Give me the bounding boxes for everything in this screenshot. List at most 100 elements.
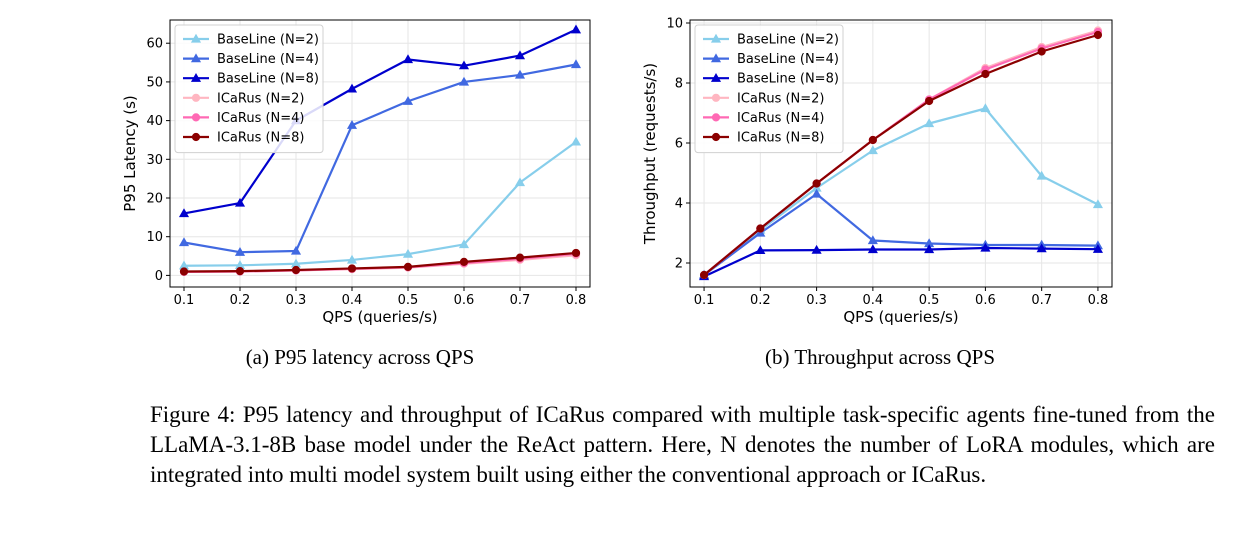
y-tick-label: 60	[146, 37, 163, 52]
throughput-series-5	[699, 30, 1103, 280]
data-point	[868, 135, 877, 145]
data-point	[924, 244, 935, 254]
legend-marker	[191, 113, 201, 122]
throughput-chart-svg: 0.1 0.2 0.3 0.4 0.5 0.6 0.7 0.8 2 4 6 8 10 QPS (queri…	[641, 17, 1113, 326]
y-tick-label: 4	[675, 197, 683, 212]
data-point	[234, 246, 246, 256]
legend-label: ICaRus (N=2)	[217, 91, 305, 106]
series-line	[703, 246, 1098, 278]
data-point	[981, 69, 990, 79]
legend: BaseLine (N=2) BaseLine (N=4) BaseLine (N=…	[694, 24, 844, 154]
series-line	[183, 28, 577, 215]
x-tick-label: 0.7	[1031, 293, 1052, 308]
series-line	[703, 33, 1099, 276]
legend-marker	[711, 93, 721, 102]
data-point	[178, 237, 190, 247]
data-point	[812, 179, 821, 188]
data-point	[403, 262, 413, 271]
data-point	[178, 208, 190, 218]
data-point	[402, 96, 414, 105]
legend-item: ICaRus (N=8)	[183, 131, 305, 146]
data-point	[346, 83, 358, 93]
legend-marker	[190, 53, 202, 63]
legend-box	[174, 24, 324, 154]
x-axis-label: QPS (queries/s)	[322, 308, 437, 326]
legend-marker	[191, 132, 201, 142]
data-point	[867, 244, 878, 254]
legend-item: ICaRus (N=4)	[183, 111, 305, 126]
legend-item: BaseLine (N=8)	[183, 72, 319, 87]
y-axis-label: Throughput (requests/s)	[641, 63, 659, 245]
x-tick-label: 0.1	[694, 293, 715, 308]
series-line	[703, 192, 1098, 276]
data-point	[346, 254, 358, 264]
y-tick-label: 10	[146, 230, 163, 245]
legend-label: ICaRus (N=8)	[217, 131, 305, 146]
latency-chart-svg: 0.1 0.2 0.3 0.4 0.5 0.6 0.7 0.8 0 10 20 30 40 50 60 QPS…	[121, 19, 591, 326]
legend-label: BaseLine (N=8)	[217, 72, 319, 87]
x-tick-label: 0.7	[510, 293, 531, 308]
legend-label: BaseLine (N=2)	[737, 33, 839, 48]
x-tick-label: 0.2	[750, 293, 771, 308]
legend-marker	[710, 53, 722, 63]
latency-chart: 0.1 0.2 0.3 0.4 0.5 0.6 0.7 0.8 0 10 20 30 40 50 60 QPS…	[120, 0, 600, 330]
legend-marker	[191, 93, 201, 102]
x-tick-label: 0.6	[975, 293, 996, 308]
data-point	[235, 267, 245, 276]
data-point	[346, 120, 358, 129]
data-point	[402, 248, 414, 258]
x-tick-label: 0.3	[286, 293, 307, 308]
legend-item: BaseLine (N=8)	[703, 72, 839, 87]
legend: BaseLine (N=2) BaseLine (N=4) BaseLine (N=…	[174, 24, 324, 154]
legend-label: ICaRus (N=4)	[737, 111, 825, 126]
x-tick-label: 0.8	[566, 293, 587, 308]
legend-label: BaseLine (N=8)	[737, 72, 839, 87]
data-point	[514, 50, 526, 60]
latency-series-1	[178, 59, 582, 256]
legend-item: ICaRus (N=8)	[703, 131, 825, 146]
legend-item: BaseLine (N=4)	[703, 52, 839, 67]
series-line	[183, 251, 577, 273]
data-point	[458, 60, 470, 70]
data-point	[755, 245, 766, 255]
x-tick-label: 0.8	[1088, 293, 1109, 308]
legend-item: ICaRus (N=4)	[703, 111, 825, 126]
legend-item: BaseLine (N=4)	[183, 52, 319, 67]
legend-label: BaseLine (N=4)	[737, 52, 839, 67]
latency-series-2	[178, 24, 582, 218]
subcaption-b: (b) Throughput across QPS	[764, 345, 995, 369]
legend-item: ICaRus (N=2)	[183, 91, 305, 106]
x-tick-label: 0.5	[398, 293, 419, 308]
data-point	[1092, 243, 1103, 253]
data-point	[925, 96, 934, 106]
data-point	[458, 239, 470, 249]
data-point	[291, 265, 301, 275]
data-point	[980, 242, 991, 252]
data-point	[290, 245, 302, 255]
x-tick-label: 0.1	[174, 293, 195, 308]
data-point	[1036, 243, 1047, 253]
x-tick-label: 0.4	[863, 293, 884, 308]
series-line	[703, 107, 1099, 276]
x-tick-label: 0.5	[919, 293, 940, 308]
data-point	[756, 224, 765, 233]
data-point	[1036, 170, 1047, 180]
legend-item: BaseLine (N=2)	[183, 33, 319, 48]
latency-series-5	[179, 248, 581, 276]
data-point	[699, 270, 709, 280]
data-point	[1037, 47, 1046, 56]
data-point	[514, 69, 526, 79]
x-tick-label: 0.4	[342, 293, 363, 308]
y-tick-label: 2	[675, 257, 683, 272]
data-point	[1092, 199, 1103, 209]
data-point	[514, 177, 526, 187]
throughput-chart: 0.1 0.2 0.3 0.4 0.5 0.6 0.7 0.8 2 4 6 8 10 QPS (queri…	[640, 0, 1120, 330]
legend-marker	[710, 33, 722, 43]
legend-label: BaseLine (N=2)	[217, 33, 319, 48]
data-point	[347, 264, 357, 273]
plot-frame	[169, 19, 591, 288]
legend-marker	[711, 113, 721, 122]
data-point	[811, 188, 822, 198]
legend-box	[694, 24, 844, 154]
legend-label: ICaRus (N=4)	[217, 111, 305, 126]
